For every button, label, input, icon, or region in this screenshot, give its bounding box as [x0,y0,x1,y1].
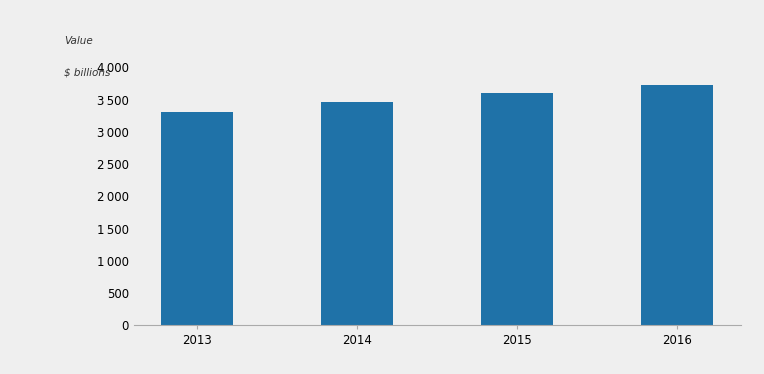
Bar [642,85,714,325]
Bar [481,93,553,325]
Bar [322,101,393,325]
Bar [161,113,233,325]
Text: Value: Value [64,36,92,46]
Text: $ billions: $ billions [64,67,110,77]
